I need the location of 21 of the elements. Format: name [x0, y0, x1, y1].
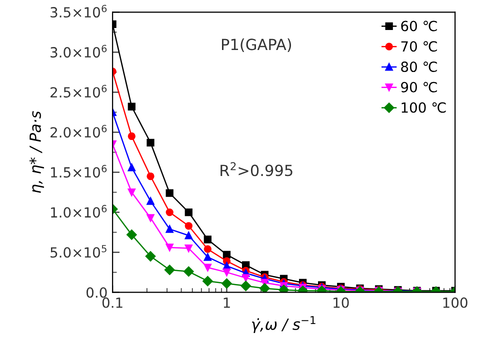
y-tick-label: 3.5×10$^{6}$: [50, 4, 107, 18]
y-tick-label: 0.0: [86, 287, 107, 298]
y-tick-label: 2.0×10$^{6}$: [50, 124, 107, 138]
legend-label: 90 ℃: [401, 82, 437, 92]
y-tick-label: 1.5×10$^{6}$: [51, 164, 107, 178]
legend-label: 100 ℃: [402, 102, 446, 113]
y-tick-label: 1.0×10$^{6}$: [51, 204, 107, 218]
x-tick-label: 100: [443, 297, 468, 308]
y-tick-label: 5.0×10$^{5}$: [50, 245, 106, 258]
legend-label: 70 ℃: [401, 41, 437, 52]
y-tick-label: 3.0×10$^{6}$: [50, 44, 107, 58]
x-tick-label: 1: [224, 298, 230, 308]
x-tick-label: 10: [334, 297, 349, 308]
annotation: R$^{2}$>0.995: [220, 162, 292, 176]
y-tick-label: 2.5×10$^{6}$: [50, 84, 107, 98]
annotation: P1(GAPA): [222, 38, 292, 52]
x-tick-label: 0.1: [102, 297, 122, 308]
x-axis-title: γ̇,ω / s$^{−1}$: [252, 316, 316, 333]
y-axis-title: η, η* / Pa·s: [29, 111, 44, 193]
legend-label: 80 ℃: [401, 62, 437, 72]
legend-label: 60 ℃: [401, 20, 437, 32]
